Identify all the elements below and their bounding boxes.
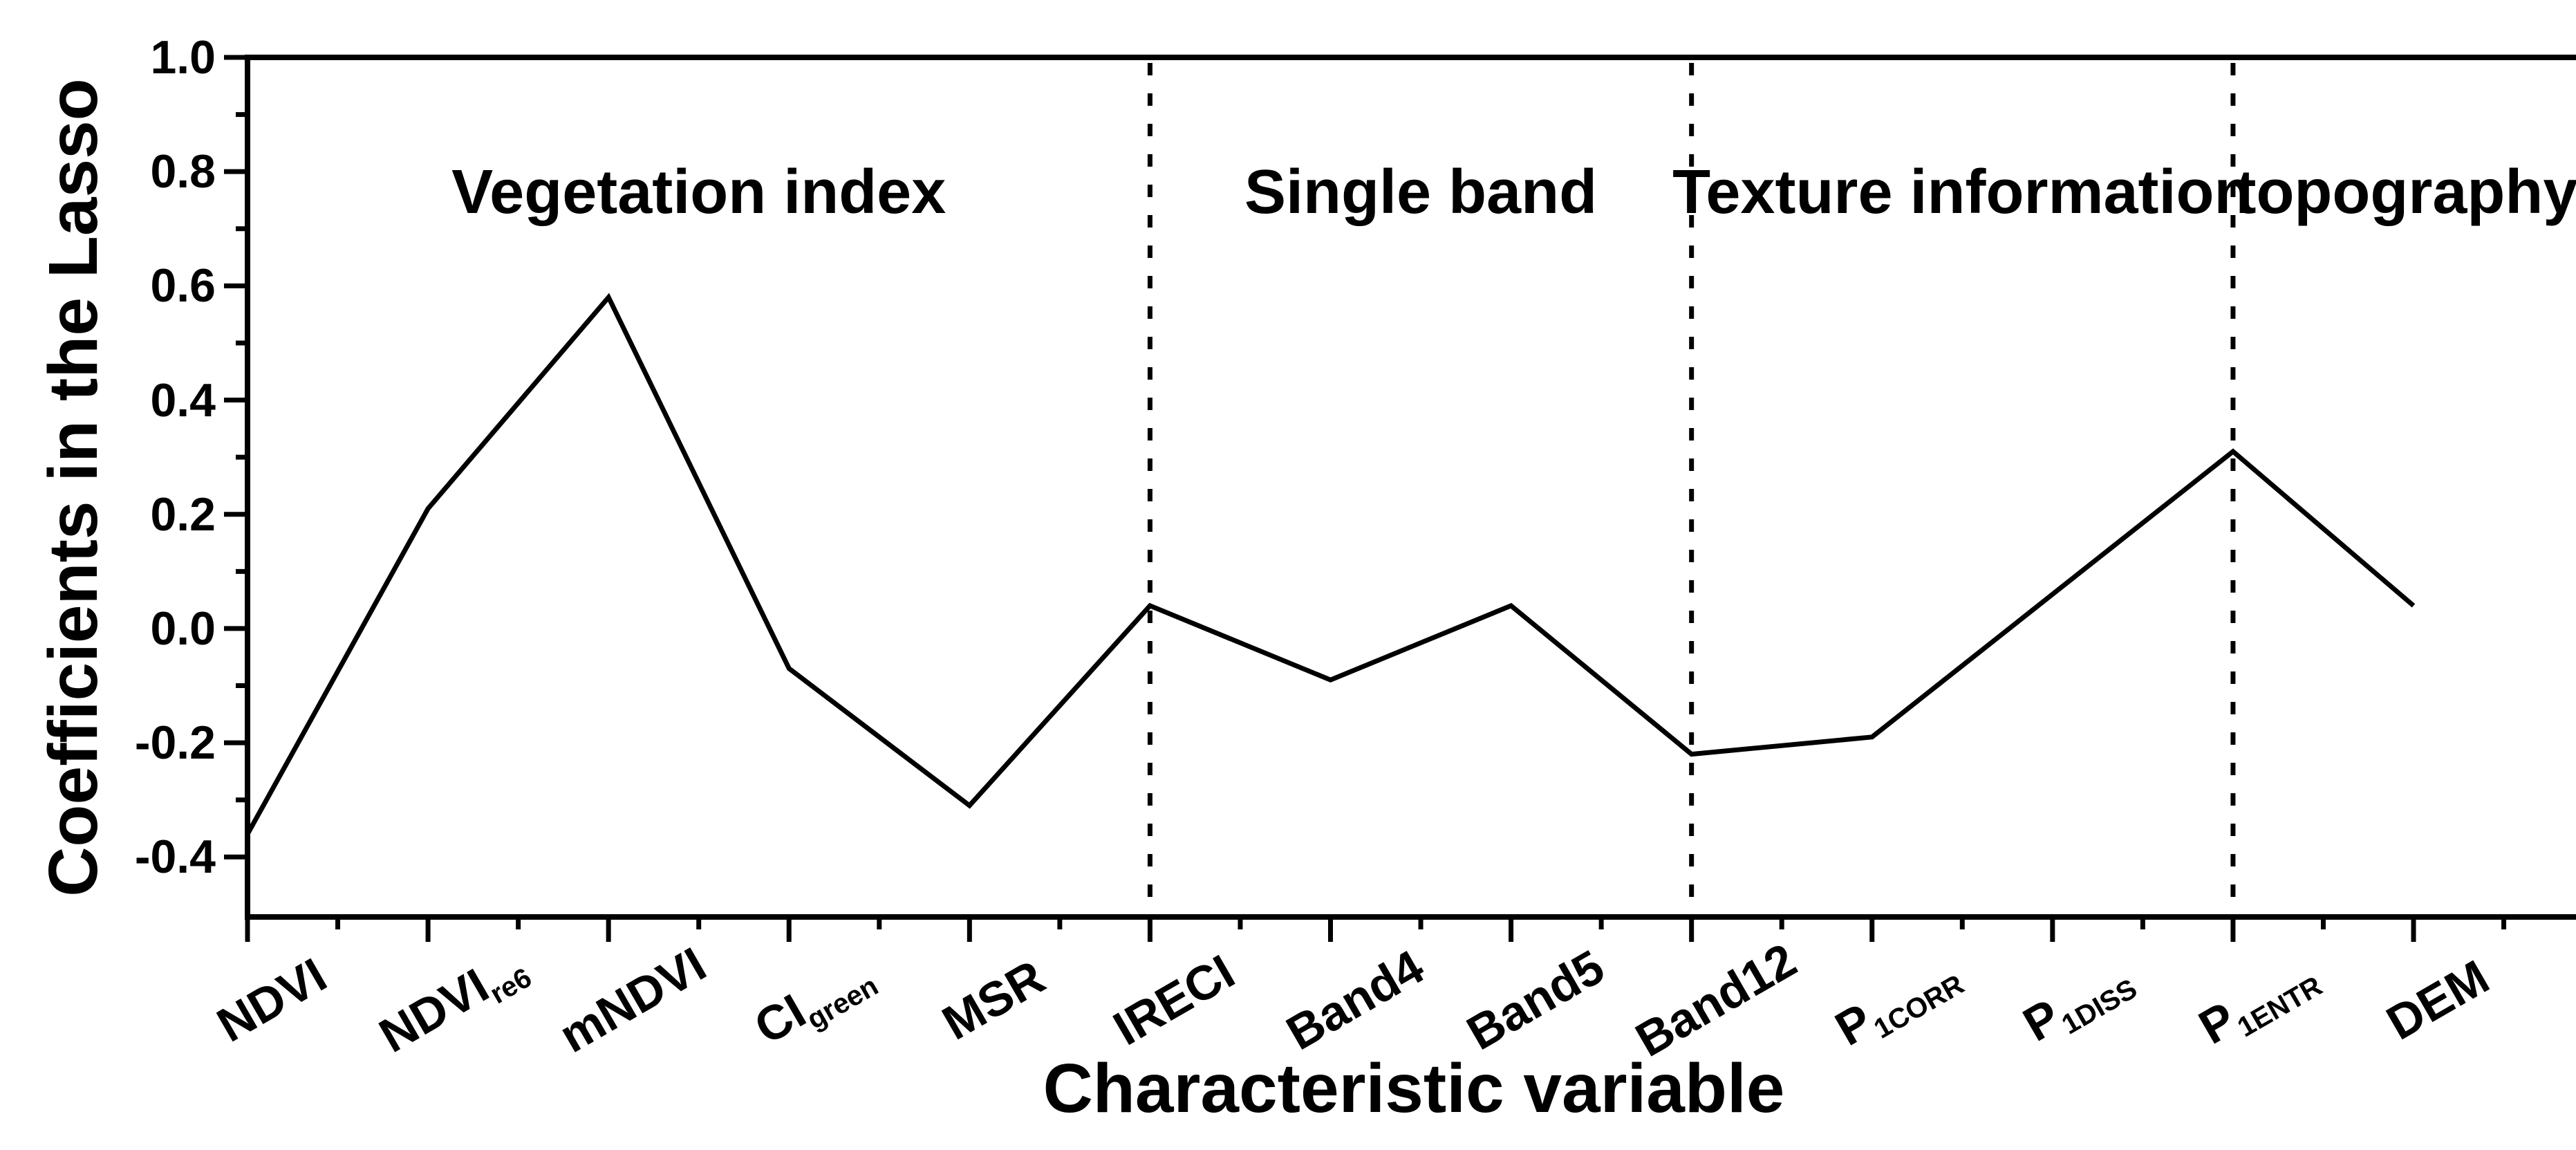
y-tick-label: 0.0: [150, 602, 216, 655]
y-tick-label: 0.8: [150, 145, 216, 198]
y-tick-label: 0.2: [150, 488, 216, 541]
y-tick-label: 0.4: [150, 373, 216, 427]
y-tick-label: 1.0: [150, 31, 216, 84]
section-dividers: [1147, 63, 2236, 913]
x-axis-title: Characteristic variable: [1043, 1050, 1785, 1127]
section-label: Texture information: [1672, 158, 2252, 227]
section-label: topography: [2235, 158, 2576, 227]
data-line: [245, 293, 2416, 835]
section-label: Single band: [1244, 158, 1598, 227]
lasso-coefficient-chart: Coefficients in the Lasso Characteristic…: [28, 11, 2576, 1139]
x-axis-ticks: [245, 917, 2507, 942]
chart-canvas: [224, 55, 2576, 942]
y-tick-label: -0.2: [134, 716, 216, 770]
y-tick-label: 0.6: [150, 259, 216, 313]
y-tick-label: -0.4: [134, 831, 216, 884]
y-axis-ticks: [224, 55, 248, 860]
section-label: Vegetation index: [451, 158, 946, 227]
plot-frame: [245, 55, 2576, 920]
